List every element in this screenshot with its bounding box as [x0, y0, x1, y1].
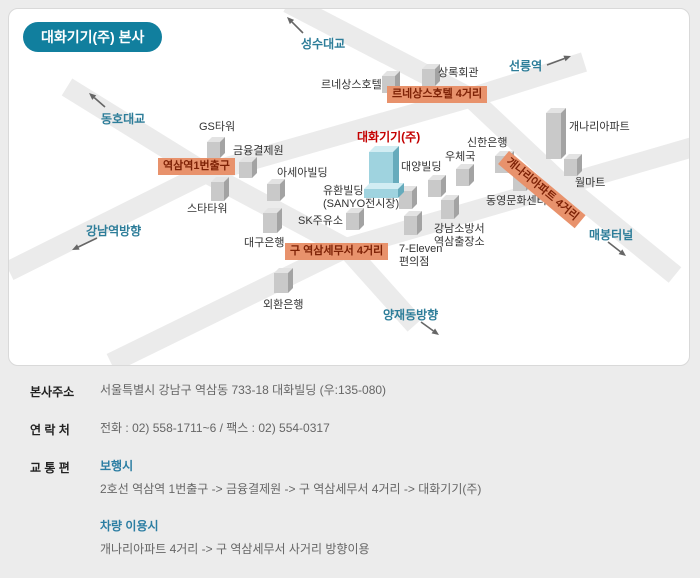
seven-eleven-building	[404, 211, 422, 235]
label-star-tower: 스타타워	[187, 203, 228, 215]
label-daegu-bank: 대구은행	[244, 237, 285, 249]
walk-heading: 보행시	[100, 459, 134, 473]
label-asea-bldg: 아세아빌딩	[277, 167, 328, 179]
dir-seongsu-bridge: 성수대교	[301, 37, 346, 51]
yuhwan-bldg-building	[399, 186, 417, 209]
walk-route: 2호선 역삼역 1번출구 -> 금융결제원 -> 구 역삼세무서 4거리 -> …	[100, 482, 482, 496]
map-canvas	[9, 9, 689, 365]
post-office-building	[456, 164, 474, 186]
transport-label: 교 통 편	[30, 461, 70, 475]
address-row: 본사주소 서울특별시 강남구 역삼동 733-18 대화빌딩 (우:135-08…	[30, 383, 680, 400]
sangrok-hall-building	[422, 64, 440, 86]
dir-seolleung-station-arrow-icon	[546, 55, 571, 66]
ixn-yeoksam-exit1: 역삼역1번출구	[158, 158, 235, 175]
sk-gas-station-building	[346, 208, 364, 230]
walmart-building	[564, 154, 582, 176]
dir-seolleung-station: 선릉역	[509, 59, 543, 73]
contact-label: 연 락 처	[30, 423, 70, 437]
ixn-gaenari-4way: 개나리아파트 4거리	[498, 151, 586, 229]
label-keb-bank: 외환은행	[263, 299, 304, 311]
ixn-old-semuseo-4way: 구 역삼세무서 4거리	[285, 243, 389, 260]
page-title: 대화기기(주) 본사	[23, 22, 163, 52]
dir-dongho-bridge: 동호대교	[101, 112, 146, 126]
car-route: 개나리아파트 4거리 -> 구 역삼세무서 사거리 방향이용	[100, 542, 370, 556]
label-renaissance-hotel: 르네상스호텔	[321, 79, 382, 91]
label-seven-eleven: 7-Eleven 편의점	[399, 243, 443, 268]
dir-yangjae-dong: 양재동방향	[383, 308, 439, 322]
dir-dongho-bridge-arrow-icon	[89, 93, 106, 108]
label-post-office: 우체국	[445, 151, 476, 163]
kftc-building	[239, 157, 257, 178]
daehwa-hq-building	[364, 146, 404, 198]
dir-yangjae-dong-arrow-icon	[420, 321, 439, 335]
label-daeyang-bldg: 대양빌딩	[401, 161, 442, 173]
label-walmart: 월마트	[575, 177, 606, 189]
label-shinhan-bank: 신한은행	[467, 137, 508, 149]
info-section: 본사주소 서울특별시 강남구 역삼동 733-18 대화빌딩 (우:135-08…	[30, 383, 680, 578]
transport-value: 보행시 2호선 역삼역 1번출구 -> 금융결제원 -> 구 역삼세무서 4거리…	[100, 459, 481, 557]
car-heading: 차량 이용시	[100, 519, 159, 533]
dir-maebong-tunnel: 매봉터널	[589, 228, 634, 242]
contact-value: 전화 : 02) 558-1711~6 / 팩스 : 02) 554-0317	[100, 421, 330, 435]
daeyang-bldg-building	[428, 175, 446, 197]
road-teheranro	[9, 52, 588, 280]
address-label: 본사주소	[30, 385, 75, 399]
dir-seongsu-bridge-arrow-icon	[287, 17, 304, 34]
gaenari-apt-building	[546, 108, 566, 159]
label-sk-gas-station: SK주유소	[298, 215, 344, 227]
label-gaenari-apt: 개나리아파트	[569, 121, 630, 133]
gangnam-fire-station-building	[441, 195, 459, 219]
asea-bldg-building	[267, 179, 285, 201]
label-sangrok-hall: 상록회관	[438, 67, 479, 79]
page: { "page": { "title": "대화기기(주) 본사" }, "co…	[8, 8, 690, 556]
address-value: 서울특별시 강남구 역삼동 733-18 대화빌딩 (우:135-080)	[100, 383, 387, 397]
ixn-renaissance-4way: 르네상스호텔 4거리	[387, 86, 488, 103]
keb-bank-building	[274, 268, 293, 293]
label-yuhwan-bldg: 유환빌딩 (SANYO전시장)	[323, 185, 400, 210]
road-eonjuro	[283, 9, 682, 283]
label-daehwa-hq: 대화기기(주)	[357, 130, 421, 144]
label-gs-tower: GS타워	[199, 121, 236, 133]
label-dongyoung-center: 동영문화센터	[486, 195, 547, 207]
star-tower-building	[211, 177, 229, 201]
dir-maebong-tunnel-arrow-icon	[607, 241, 626, 256]
transport-row: 교 통 편 보행시 2호선 역삼역 1번출구 -> 금융결제원 -> 구 역삼세…	[30, 459, 680, 557]
gs-tower-building	[207, 137, 225, 158]
contact-row: 연 락 처 전화 : 02) 558-1711~6 / 팩스 : 02) 554…	[30, 421, 680, 438]
label-gangnam-fire-station: 강남소방서 역삼출장소	[434, 223, 485, 248]
dir-gangnam-station-arrow-icon	[72, 237, 98, 250]
dir-gangnam-station: 강남역방향	[86, 224, 142, 238]
daegu-bank-building	[263, 208, 282, 233]
label-kftc: 금융결제원	[233, 145, 284, 157]
